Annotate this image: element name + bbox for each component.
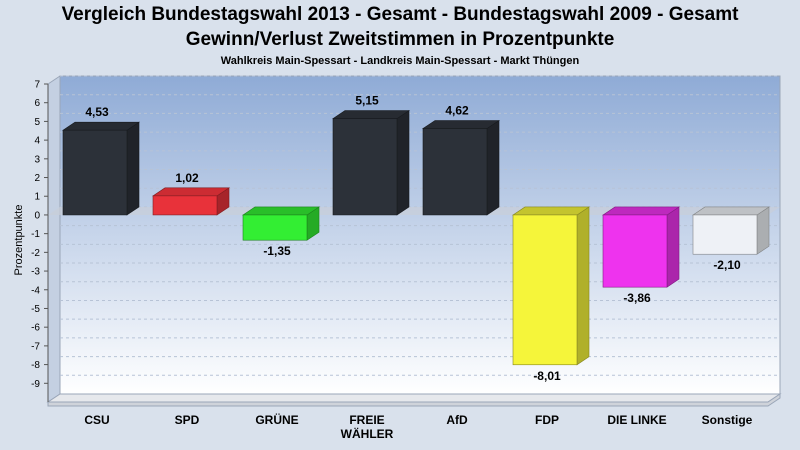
y-tick-label: 6 xyxy=(34,98,40,109)
category-label: FDP xyxy=(535,413,559,427)
y-tick-label: -7 xyxy=(31,341,40,352)
bar-side xyxy=(666,206,680,288)
bar-front xyxy=(332,118,398,216)
data-label: -8,01 xyxy=(533,369,561,383)
bar-5 xyxy=(512,206,590,366)
bar-front xyxy=(152,195,218,216)
bar-side xyxy=(396,110,410,216)
data-label: 4,62 xyxy=(445,104,469,118)
y-tick-label: -3 xyxy=(31,267,40,278)
y-tick-label: 1 xyxy=(34,192,40,203)
bar-side xyxy=(126,121,140,216)
data-label: -2,10 xyxy=(713,258,741,272)
data-label: -3,86 xyxy=(623,291,651,305)
y-tick-label: -5 xyxy=(31,304,40,315)
bar-top xyxy=(332,110,410,119)
category-label: GRÜNE xyxy=(255,412,298,427)
chart-subtitle: Gewinn/Verlust Zweitstimmen in Prozentpu… xyxy=(185,29,615,50)
bar-side xyxy=(576,206,590,366)
bar-3 xyxy=(332,110,410,216)
y-tick-label: 3 xyxy=(34,154,40,165)
category-label: AfD xyxy=(446,413,468,427)
y-tick-label: 7 xyxy=(34,80,40,91)
bar-0 xyxy=(62,121,140,216)
category-label: DIE LINKE xyxy=(607,413,666,427)
data-label: 1,02 xyxy=(175,171,199,185)
bar-side xyxy=(486,119,500,216)
y-tick-label: -4 xyxy=(31,285,40,296)
zero-plane xyxy=(48,206,780,215)
bar-6 xyxy=(602,206,680,288)
y-tick-label: -1 xyxy=(31,229,40,240)
y-tick-label: 2 xyxy=(34,173,40,184)
category-label: SPD xyxy=(175,413,200,427)
data-label: 5,15 xyxy=(355,94,379,108)
bar-top xyxy=(422,120,500,129)
data-label: 4,53 xyxy=(85,105,109,119)
bar-front xyxy=(512,214,578,366)
y-tick-label: -6 xyxy=(31,323,40,334)
category-label: Sonstige xyxy=(702,413,753,427)
bar-top xyxy=(512,206,590,216)
bar-top xyxy=(602,206,680,216)
bar-top xyxy=(692,206,770,216)
data-label: -1,35 xyxy=(263,244,291,258)
chart-title: Vergleich Bundestagswahl 2013 - Gesamt -… xyxy=(61,4,739,25)
category-label: FREIE WÄHLER xyxy=(341,413,394,441)
bar-top xyxy=(62,121,140,131)
category-label: CSU xyxy=(84,413,109,427)
y-tick-label: -2 xyxy=(31,248,40,259)
y-tick-label: -9 xyxy=(31,379,40,390)
y-tick-label: 5 xyxy=(34,117,40,128)
bar-2 xyxy=(242,206,320,241)
bar-7 xyxy=(692,206,770,255)
bar-top xyxy=(242,206,320,216)
plot-floor-edge xyxy=(47,393,781,407)
plot-side-wall xyxy=(47,75,61,403)
bar-front xyxy=(602,214,668,288)
bar-front xyxy=(62,129,128,216)
y-axis-label: Prozentpunkte xyxy=(13,205,25,276)
y-tick-label: 4 xyxy=(34,136,40,147)
bar-front xyxy=(422,128,488,216)
bar-1 xyxy=(152,187,230,216)
bar-top xyxy=(152,187,230,197)
y-tick-label: -8 xyxy=(31,360,40,371)
plot-floor xyxy=(46,393,782,403)
bar-front xyxy=(242,214,308,241)
bar-front xyxy=(692,214,758,255)
y-tick-label: 0 xyxy=(34,210,40,221)
bar-4 xyxy=(422,119,500,216)
chart-location: Wahlkreis Main-Spessart - Landkreis Main… xyxy=(220,55,580,67)
